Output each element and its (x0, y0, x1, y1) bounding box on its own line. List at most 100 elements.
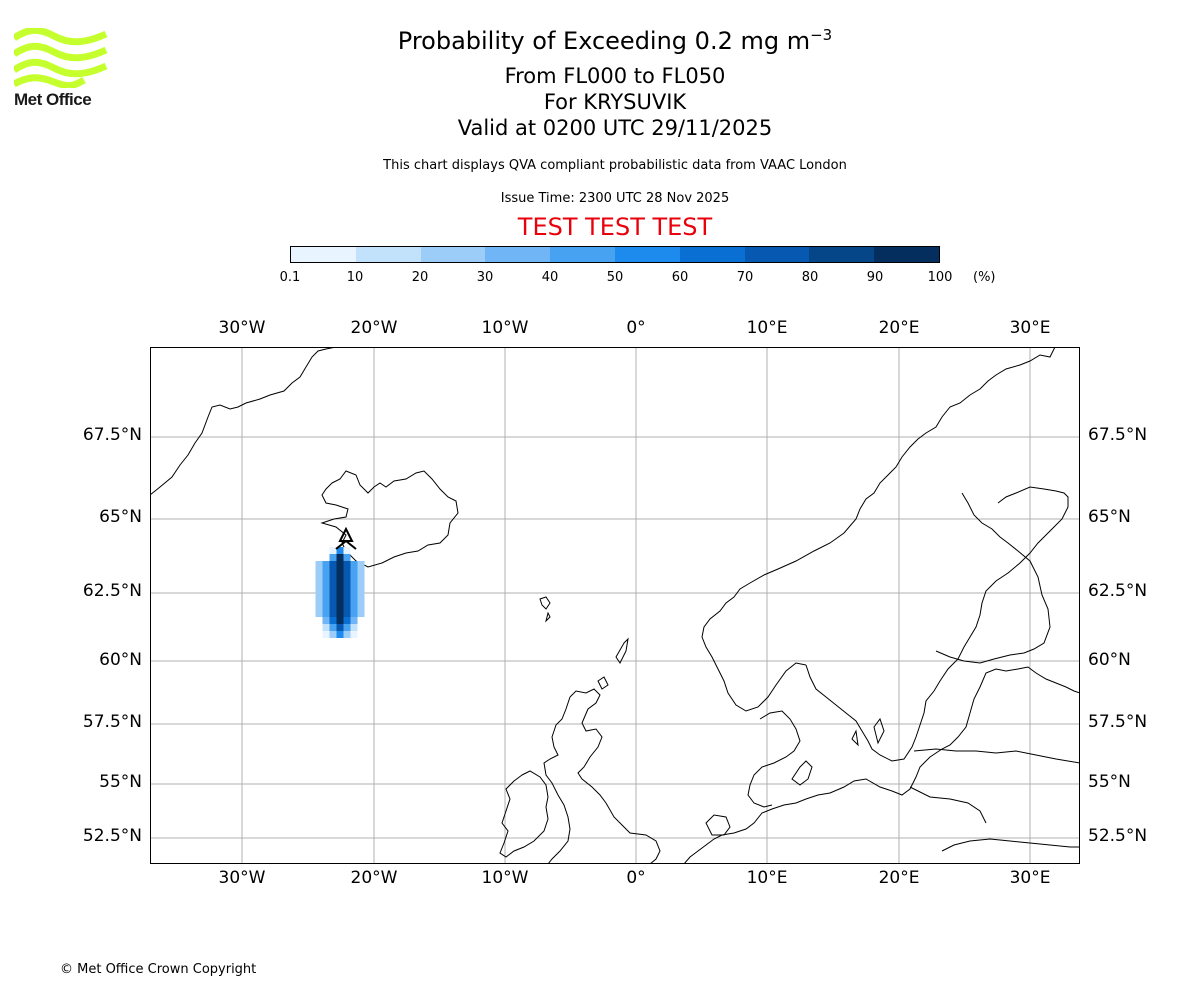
longitude-label: 20°W (350, 868, 398, 888)
plume-cell (322, 610, 330, 617)
plume-cell (343, 596, 351, 603)
plume-cell (350, 568, 358, 575)
plume-cell (336, 610, 344, 617)
greenland-coast (150, 347, 337, 496)
latitude-label: 52.5°N (1088, 826, 1148, 846)
plume-cell (322, 596, 330, 603)
colorbar-tick-label: 80 (801, 270, 819, 285)
plume-cell (357, 589, 365, 596)
plume-cell (350, 596, 358, 603)
plume-cell (336, 589, 344, 596)
plume-cell (350, 631, 358, 638)
plume-cell (336, 631, 344, 638)
colorbar-tick-label: 60 (671, 270, 689, 285)
plume-cell (343, 589, 351, 596)
plume-cell (322, 561, 330, 568)
ash-probability-plume (315, 547, 365, 638)
plume-cell (336, 617, 344, 624)
longitude-label: 30°E (1009, 868, 1051, 888)
chart-title: Probability of Exceeding 0.2 mg m−3 (397, 26, 833, 55)
issue-time: Issue Time: 2300 UTC 28 Nov 2025 (500, 191, 730, 206)
longitude-label: 10°E (746, 868, 788, 888)
plume-cell (322, 631, 330, 638)
north-europe-coast (683, 666, 1080, 864)
longitude-label: 20°E (878, 318, 920, 338)
volcano-marker-icon (335, 526, 357, 550)
colorbar-tick-label: 10 (346, 270, 364, 285)
latitude-label: 55°N (1088, 772, 1131, 792)
plume-cell (343, 582, 351, 589)
latitude-label: 67.5°N (1088, 425, 1148, 445)
plume-cell (336, 603, 344, 610)
plume-cell (322, 617, 330, 624)
ireland-coast (499, 770, 549, 858)
plume-cell (315, 603, 323, 610)
longitude-label: 10°W (481, 868, 529, 888)
plume-cell (350, 561, 358, 568)
plume-cell (329, 554, 337, 561)
plume-cell (315, 596, 323, 603)
plume-cell (343, 554, 351, 561)
plume-cell (343, 575, 351, 582)
gridlines (150, 347, 1080, 864)
colorbar-tick-label: 30 (476, 270, 494, 285)
latitude-label: 67.5°N (82, 425, 142, 445)
finland-coast (935, 347, 1080, 864)
colorbar-tick-label: 90 (866, 270, 884, 285)
plume-cell (357, 582, 365, 589)
longitude-label: 20°E (878, 868, 920, 888)
flight-level-range: From FL000 to FL050 (504, 64, 726, 88)
test-banner: TEST TEST TEST (517, 213, 713, 241)
plume-cell (336, 568, 344, 575)
volcano-name: For KRYSUVIK (543, 90, 687, 114)
colorbar-tick-label: 70 (736, 270, 754, 285)
colorbar-unit: (%) (973, 270, 996, 285)
longitude-label: 10°W (481, 318, 529, 338)
plume-cell (322, 603, 330, 610)
plume-cell (357, 561, 365, 568)
longitude-label: 10°E (746, 318, 788, 338)
longitude-label: 30°E (1009, 318, 1051, 338)
plume-cell (343, 603, 351, 610)
plume-cell (350, 589, 358, 596)
subtitle: This chart displays QVA compliant probab… (383, 158, 847, 173)
plume-cell (343, 547, 351, 554)
plume-cell (350, 582, 358, 589)
plume-cell (329, 582, 337, 589)
coastlines (150, 347, 1080, 864)
valid-time: Valid at 0200 UTC 29/11/2025 (457, 116, 773, 140)
denmark-coast (747, 710, 813, 808)
colorbar-tick-label: 20 (411, 270, 429, 285)
plume-cell (343, 631, 351, 638)
plume-cell (315, 610, 323, 617)
plume-cell (336, 554, 344, 561)
map-panel (150, 347, 1080, 864)
latitude-label: 52.5°N (82, 826, 142, 846)
longitude-label: 30°W (218, 318, 266, 338)
plume-cell (315, 582, 323, 589)
plume-cell (315, 568, 323, 575)
plume-cell (322, 589, 330, 596)
plume-cell (336, 624, 344, 631)
copyright: © Met Office Crown Copyright (60, 962, 257, 977)
plume-cell (350, 575, 358, 582)
colorbar-segment (291, 247, 356, 262)
colorbar-segment (874, 247, 939, 262)
scandinavia-coast (701, 347, 1080, 712)
met-office-logo: Met Office (12, 26, 108, 114)
plume-cell (343, 624, 351, 631)
plume-cell (329, 575, 337, 582)
longitude-label: 0° (626, 318, 646, 338)
latitude-label: 60°N (1088, 650, 1131, 670)
plume-cell (329, 547, 337, 554)
plume-cell (315, 561, 323, 568)
plume-cell (322, 624, 330, 631)
plume-cell (329, 603, 337, 610)
latitude-label: 57.5°N (1088, 712, 1148, 732)
plume-cell (322, 575, 330, 582)
plume-cell (350, 603, 358, 610)
plume-cell (350, 624, 358, 631)
colorbar-segment (485, 247, 551, 262)
colorbar-tick-label: 0.1 (279, 270, 301, 285)
colorbar-segment (679, 247, 745, 262)
